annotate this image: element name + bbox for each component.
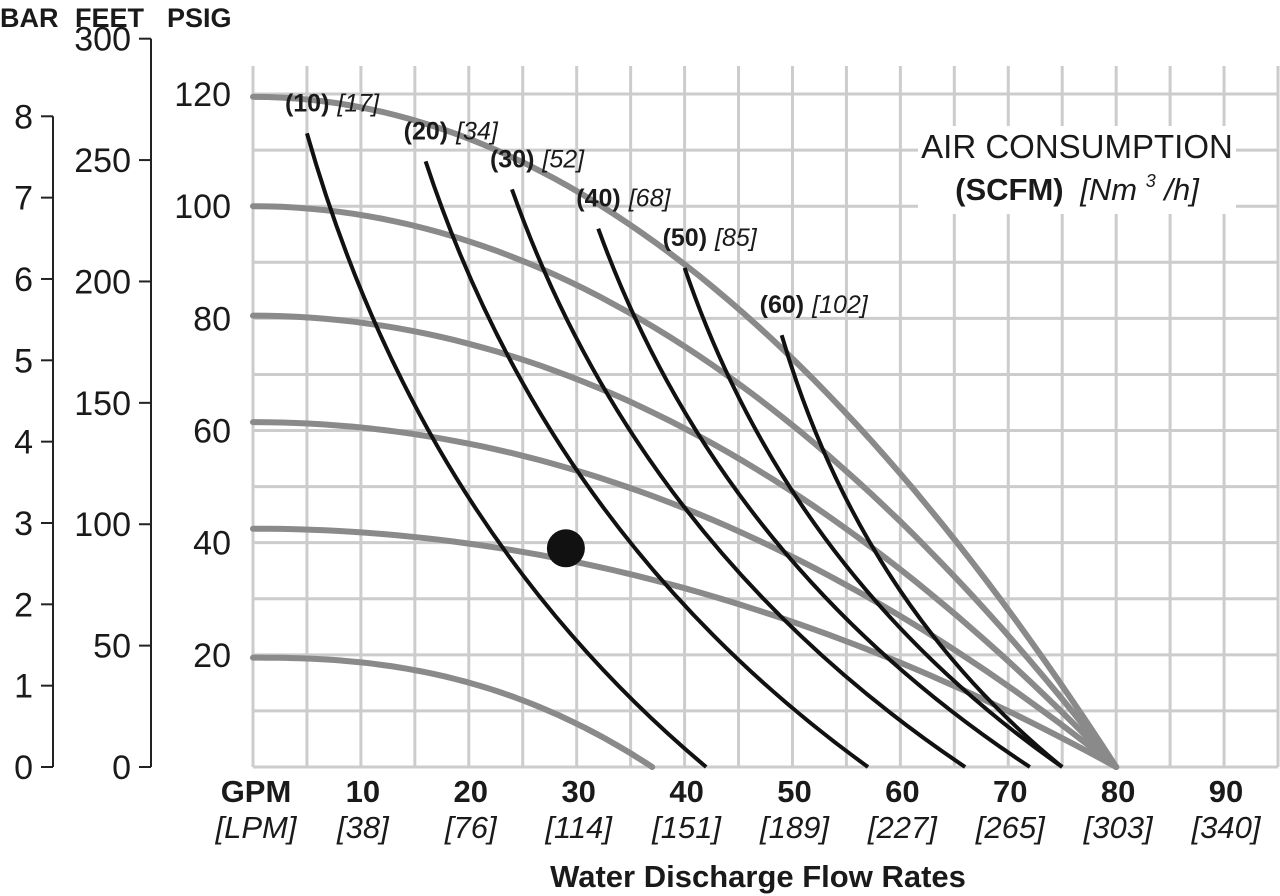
air-consumption-curves [305,132,1064,769]
axes: 0123456780501001502002503002040608010012… [14,21,231,787]
x-tick-gpm: 80 [1101,774,1135,809]
legend-scfm: (SCFM) [955,172,1063,207]
bar-tick-label: 2 [14,586,33,624]
legend-nm: [Nm [1079,172,1137,207]
operating-points [546,529,585,568]
air-consumption-curve [682,267,1064,769]
x-tick-lpm: [265] [975,810,1046,845]
bar-tick-label: 4 [14,424,33,462]
air-consumption-label: (60) [102] [760,291,869,319]
x-tick-lpm: [76] [444,810,498,845]
feet-tick-label: 0 [112,749,131,787]
x-tick-lpm: [114] [544,810,613,845]
x-tick-lpm: [38] [336,810,390,845]
feet-tick-label: 100 [74,506,131,544]
air-label-scfm: (10) [285,89,329,117]
air-consumption-legend: AIR CONSUMPTION (SCFM) [Nm 3 /h] [918,126,1236,214]
air-consumption-label: (20) [34] [404,117,499,145]
air-consumption-curve [423,160,870,769]
pressure-curve [250,312,1120,770]
air-label-scfm: (40) [576,185,620,213]
bar-tick-label: 5 [14,342,33,380]
air-label-scfm: (20) [404,117,448,145]
air-consumption-label: (40) [68] [576,185,671,213]
legend-background [918,126,1236,214]
air-consumption-curve [305,132,708,769]
legend-sup: 3 [1146,171,1156,191]
grid [251,66,1280,769]
x-unit-gpm: GPM [221,774,292,809]
x-unit-lpm: [LPM] [215,810,298,845]
psig-tick-label: 80 [193,300,231,338]
air-consumption-curve [779,334,1064,769]
x-tick-gpm: 10 [346,774,380,809]
x-tick-lpm: [340] [1191,810,1262,845]
psig-axis-header: PSIG [167,3,232,33]
air-label-metric: [68] [628,185,672,213]
x-tick-gpm: 30 [561,774,595,809]
legend-units: (SCFM) [Nm 3 /h] [955,159,1200,207]
air-consumption-label: (10) [17] [285,89,380,117]
air-label-scfm: (50) [663,224,707,252]
bar-tick-label: 0 [14,749,33,787]
feet-tick-label: 150 [74,385,131,423]
feet-tick-label: 200 [74,263,131,301]
feet-tick-label: 50 [93,628,131,666]
x-axis-title: Water Discharge Flow Rates [550,859,966,894]
air-label-scfm: (60) [760,291,804,319]
pressure-curve [250,525,1120,770]
bar-tick-label: 8 [14,98,33,136]
bar-tick-label: 7 [14,180,33,218]
psig-tick-label: 120 [174,76,231,114]
x-tick-gpm: 40 [669,774,703,809]
x-tick-lpm: [303] [1083,810,1154,845]
air-consumption-curve [596,227,1031,769]
x-tick-gpm: 20 [454,774,488,809]
x-tick-lpm: [227] [867,810,938,845]
air-consumption-curve [510,188,967,769]
psig-tick-label: 100 [174,188,231,226]
air-consumption-label: (50) [85] [663,224,758,252]
feet-axis-header: FEET [75,3,145,33]
x-tick-lpm: [151] [651,810,722,845]
x-tick-gpm: 70 [993,774,1027,809]
air-label-metric: [34] [455,117,499,145]
psig-tick-label: 20 [193,637,231,675]
air-label-metric: [17] [336,89,380,117]
air-label-metric: [102] [811,291,869,319]
x-axis-labels: GPM [LPM] 10[38] 20[76] 30[114] 40[151] 50[1… [215,774,1262,845]
operating-point [546,529,585,568]
x-tick-lpm: [189] [759,810,830,845]
bar-tick-label: 1 [14,668,33,706]
feet-tick-label: 250 [74,142,131,180]
air-label-metric: [52] [541,145,585,173]
pressure-curve [250,93,1120,770]
bar-axis-header: BAR [0,3,59,33]
feet-tick-label: 300 [74,21,131,59]
pressure-curve [250,654,656,770]
x-tick-gpm: 60 [885,774,919,809]
psig-tick-label: 40 [193,525,231,563]
air-consumption-labels: (10) [17] (20) [34](30) [52] (40) [68] (50) [85]… [285,89,869,319]
air-label-scfm: (30) [490,145,534,173]
pressure-curve [250,203,1120,770]
x-tick-gpm: 90 [1209,774,1243,809]
bar-tick-label: 6 [14,261,33,299]
psig-tick-label: 60 [193,413,231,451]
air-consumption-label: (30) [52] [490,145,585,173]
air-label-metric: [85] [714,224,758,252]
legend-h: /h] [1162,172,1200,207]
bar-tick-label: 3 [14,505,33,543]
legend-title: AIR CONSUMPTION [921,128,1233,165]
x-tick-gpm: 50 [777,774,811,809]
